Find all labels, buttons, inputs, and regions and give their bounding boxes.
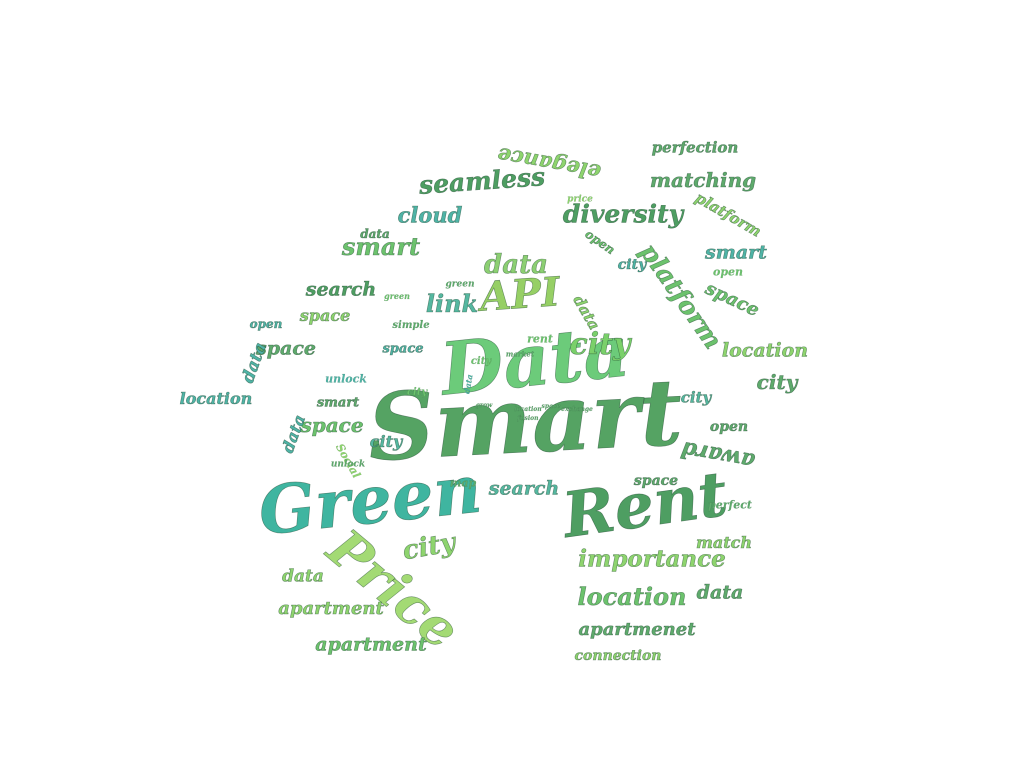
word-perfect-49: perfect	[708, 498, 752, 512]
word-match-50: match	[695, 533, 753, 552]
word-open-44: open	[709, 419, 749, 435]
word-diversity-9: diversity	[562, 199, 684, 229]
word-market-66: market	[505, 349, 535, 359]
word-unlock-63: unlock	[330, 459, 366, 470]
word-apartmenet-60: apartmenet	[578, 619, 696, 640]
word-fusion-69: fusion	[517, 415, 539, 422]
word-search-51: search	[488, 477, 560, 500]
word-link-8: link	[425, 289, 479, 318]
word-perfection-30: perfection	[651, 138, 739, 157]
word-space-22: space	[300, 413, 364, 437]
word-data-18: data	[237, 339, 272, 386]
word-city-43: city	[680, 388, 712, 407]
word-location-55: location	[577, 582, 687, 611]
word-city-24: city	[369, 432, 403, 451]
word-exchange-71: exchange	[561, 406, 593, 413]
word-city-65: city	[470, 356, 492, 367]
word-space-17: space	[256, 337, 317, 360]
word-space-48: space	[633, 473, 679, 489]
word-simple-27: simple	[392, 320, 430, 331]
word-open-34: open	[582, 226, 618, 258]
word-data-7: data	[484, 250, 548, 280]
word-space-15: space	[299, 306, 351, 325]
word-search-14: search	[305, 278, 377, 301]
word-smart-12: smart	[341, 232, 421, 261]
word-connection-61: connection	[574, 648, 662, 664]
word-grow-67: grow	[475, 402, 493, 409]
word-city-6: city	[569, 327, 631, 362]
word-open-16: open	[249, 317, 283, 331]
word-smart-21: smart	[316, 395, 360, 411]
word-data-13: data	[360, 227, 390, 241]
word-location-19: location	[179, 389, 253, 408]
word-unlock-20: unlock	[325, 372, 367, 386]
word-map-52: map	[449, 476, 477, 490]
word-rent-46: rent	[527, 332, 553, 346]
word-data-57: data	[282, 566, 324, 587]
word-city-40: city	[756, 370, 798, 394]
word-location-68: location	[514, 406, 542, 413]
word-city-37: city	[617, 257, 647, 273]
word-apartment-58: apartment	[278, 598, 384, 619]
word-open-38: open	[712, 265, 744, 279]
word-apartment-59: apartment	[315, 633, 427, 656]
word-space-26: space	[382, 341, 424, 357]
word-smart-33: smart	[705, 241, 768, 264]
word-space-70: space	[541, 403, 561, 410]
word-city-53: city	[400, 527, 458, 567]
word-matching-31: matching	[649, 168, 757, 192]
word-cloud-11: cloud	[397, 202, 463, 228]
word-price-42: price	[567, 194, 593, 205]
word-city-25: city	[406, 387, 428, 398]
word-importance-54: importance	[578, 545, 726, 573]
word-data-56: data	[696, 581, 744, 604]
word-platform-32: platform	[692, 188, 765, 241]
word-green-29: green	[445, 279, 475, 290]
word-green-28: green	[384, 291, 410, 301]
word-location-39: location	[721, 339, 809, 362]
